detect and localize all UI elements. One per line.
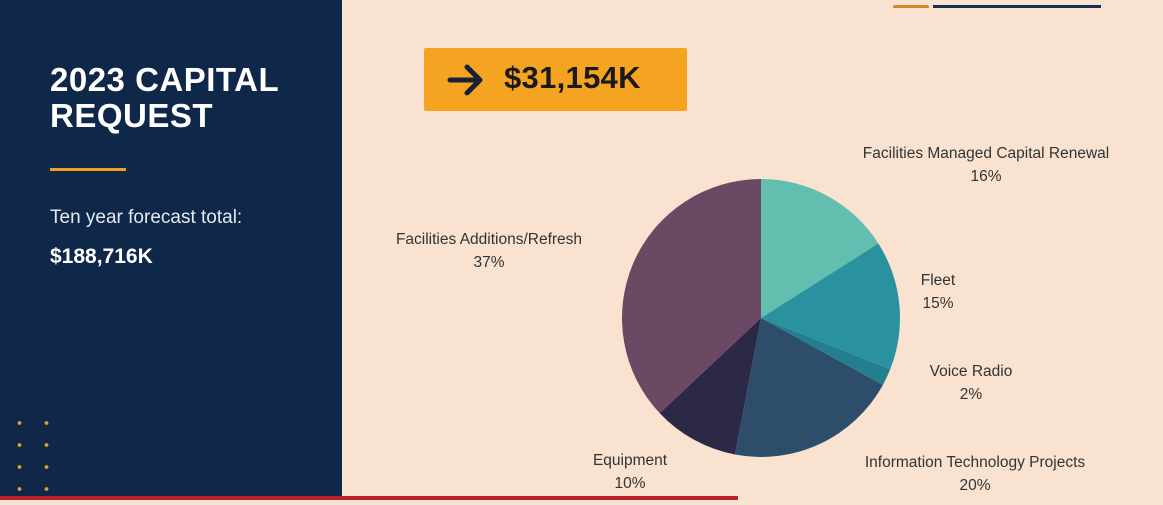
slice-name: Voice Radio bbox=[916, 360, 1026, 383]
bottom-progress-bar bbox=[0, 496, 738, 500]
slice-name: Facilities Managed Capital Renewal bbox=[838, 142, 1134, 165]
slice-label-voice-radio: Voice Radio 2% bbox=[916, 360, 1026, 406]
slice-label-facilities-additions: Facilities Additions/Refresh 37% bbox=[370, 228, 608, 274]
slice-label-equipment: Equipment 10% bbox=[570, 449, 690, 495]
slice-percent: 20% bbox=[835, 474, 1115, 497]
slice-label-fleet: Fleet 15% bbox=[908, 269, 968, 315]
slice-name: Equipment bbox=[570, 449, 690, 472]
slice-name: Fleet bbox=[908, 269, 968, 292]
slice-name: Facilities Additions/Refresh bbox=[370, 228, 608, 251]
slice-name: Information Technology Projects bbox=[835, 451, 1115, 474]
slice-percent: 15% bbox=[908, 292, 968, 315]
slice-percent: 2% bbox=[916, 383, 1026, 406]
slice-percent: 37% bbox=[370, 251, 608, 274]
slice-label-it-projects: Information Technology Projects 20% bbox=[835, 451, 1115, 497]
slice-percent: 10% bbox=[570, 472, 690, 495]
slice-label-facilities-managed: Facilities Managed Capital Renewal 16% bbox=[838, 142, 1134, 188]
slice-percent: 16% bbox=[838, 165, 1134, 188]
